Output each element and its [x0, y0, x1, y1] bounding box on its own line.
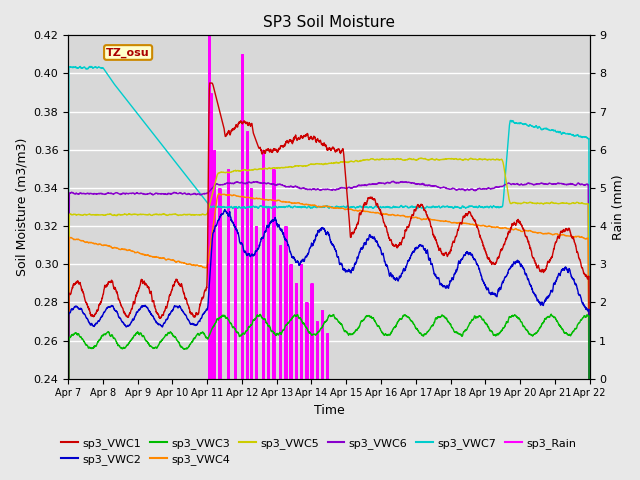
sp3_VWC5	[124, 212, 131, 217]
sp3_VWC7	[155, 138, 163, 144]
Line: sp3_VWC2: sp3_VWC2	[68, 210, 589, 480]
sp3_VWC6	[575, 181, 583, 187]
sp3_VWC1	[520, 226, 527, 231]
Line: sp3_VWC1: sp3_VWC1	[68, 83, 589, 480]
sp3_VWC7	[64, 449, 72, 455]
sp3_VWC5	[467, 155, 475, 161]
Line: sp3_VWC5: sp3_VWC5	[68, 158, 589, 480]
sp3_VWC6	[124, 191, 131, 196]
sp3_VWC6	[520, 182, 527, 188]
Line: sp3_VWC7: sp3_VWC7	[68, 66, 589, 480]
sp3_VWC6	[155, 191, 163, 196]
sp3_VWC7	[124, 98, 132, 104]
sp3_VWC4	[155, 254, 163, 260]
sp3_VWC1	[124, 313, 131, 319]
sp3_VWC4	[264, 197, 272, 203]
sp3_VWC5	[287, 164, 294, 170]
sp3_VWC4	[575, 234, 583, 240]
sp3_VWC2	[287, 251, 295, 256]
sp3_VWC2	[520, 265, 527, 271]
sp3_VWC6	[390, 178, 397, 184]
sp3_VWC7	[575, 134, 583, 140]
sp3_VWC4	[287, 200, 295, 205]
sp3_VWC5	[520, 200, 527, 205]
Line: sp3_VWC4: sp3_VWC4	[68, 193, 589, 480]
Line: sp3_VWC3: sp3_VWC3	[68, 314, 589, 480]
sp3_VWC5	[575, 200, 583, 206]
sp3_VWC3	[287, 317, 294, 323]
sp3_VWC6	[264, 180, 272, 186]
sp3_VWC2	[155, 322, 163, 328]
sp3_VWC3	[155, 342, 163, 348]
sp3_VWC1	[155, 312, 163, 318]
sp3_VWC4	[520, 228, 527, 234]
Y-axis label: Rain (mm): Rain (mm)	[612, 174, 625, 240]
sp3_VWC1	[264, 146, 272, 152]
sp3_VWC6	[287, 183, 294, 189]
sp3_VWC7	[520, 121, 527, 127]
sp3_VWC2	[264, 224, 272, 230]
sp3_VWC5	[155, 212, 163, 217]
sp3_VWC3	[575, 320, 583, 325]
sp3_VWC3	[264, 323, 272, 329]
sp3_VWC5	[264, 166, 272, 171]
Title: SP3 Soil Moisture: SP3 Soil Moisture	[263, 15, 395, 30]
sp3_VWC4	[124, 248, 131, 253]
X-axis label: Time: Time	[314, 404, 344, 417]
sp3_VWC4	[215, 191, 223, 196]
sp3_VWC2	[221, 207, 228, 213]
sp3_VWC7	[86, 63, 94, 69]
sp3_VWC7	[287, 204, 295, 210]
sp3_VWC1	[575, 257, 583, 263]
Legend: sp3_VWC1, sp3_VWC2, sp3_VWC3, sp3_VWC4, sp3_VWC5, sp3_VWC6, sp3_VWC7, sp3_Rain: sp3_VWC1, sp3_VWC2, sp3_VWC3, sp3_VWC4, …	[57, 433, 581, 469]
sp3_VWC3	[124, 342, 131, 348]
Text: TZ_osu: TZ_osu	[106, 48, 150, 58]
sp3_VWC3	[519, 324, 527, 329]
sp3_VWC7	[264, 204, 272, 209]
sp3_VWC1	[287, 138, 295, 144]
Y-axis label: Soil Moisture (m3/m3): Soil Moisture (m3/m3)	[15, 138, 28, 276]
sp3_VWC1	[206, 80, 214, 86]
Line: sp3_VWC6: sp3_VWC6	[68, 181, 589, 480]
sp3_VWC2	[575, 292, 583, 298]
sp3_VWC3	[547, 311, 555, 317]
sp3_VWC2	[124, 323, 131, 328]
